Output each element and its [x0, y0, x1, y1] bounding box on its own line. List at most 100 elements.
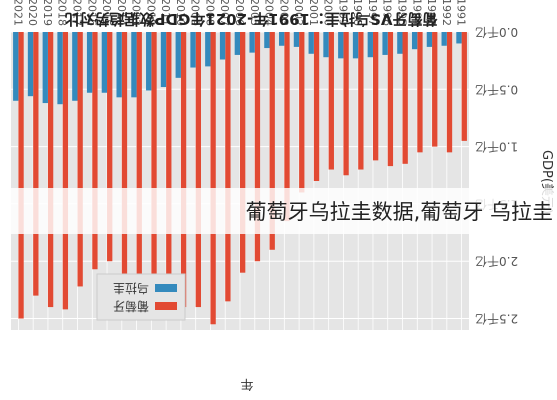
bar-葡萄牙-1993: [432, 32, 438, 147]
bar-乌拉圭-2010: [175, 32, 181, 78]
bar-乌拉圭-1992: [441, 32, 447, 46]
y-tick-label: 2.5千亿: [475, 312, 518, 327]
bar-葡萄牙-2013: [136, 32, 142, 294]
x-tick-label: 2009: [189, 0, 202, 26]
x-tick-label: 2004: [263, 0, 276, 26]
bar-葡萄牙-2016: [92, 32, 98, 270]
x-axis-label: 年: [240, 376, 253, 391]
bar-葡萄牙-2007: [225, 32, 231, 302]
bar-乌拉圭-2004: [264, 32, 270, 49]
bar-乌拉圭-1996: [382, 32, 388, 55]
x-tick-label: 1998: [351, 0, 364, 26]
legend-label: 葡萄牙: [113, 299, 149, 313]
bar-乌拉圭-2018: [57, 32, 63, 105]
bar-葡萄牙-2019: [47, 32, 54, 308]
bar-乌拉圭-2017: [72, 32, 78, 101]
x-tick-label: 2016: [85, 0, 98, 26]
bar-葡萄牙-2010: [180, 32, 187, 308]
x-tick-label: 2000: [322, 0, 335, 26]
bar-葡萄牙-2008: [210, 32, 216, 325]
bar-乌拉圭-2003: [279, 32, 285, 46]
bar-乌拉圭-1994: [411, 32, 418, 50]
bar-葡萄牙-1995: [402, 32, 408, 164]
bar-乌拉圭-2000: [323, 32, 329, 58]
x-tick-label: 2011: [159, 0, 172, 26]
bar-葡萄牙-1994: [417, 32, 423, 153]
x-tick-label: 2020: [26, 0, 39, 26]
x-tick-labels: 1991199219931994199519961997199819992000…: [11, 0, 467, 26]
bar-乌拉圭-2007: [219, 32, 226, 60]
x-tick-label: 2014: [115, 0, 128, 26]
x-tick-label: 2021: [11, 0, 24, 26]
x-tick-label: 1999: [336, 0, 349, 26]
bar-葡萄牙-2015: [107, 32, 113, 262]
x-tick-label: 2001: [307, 0, 320, 26]
bar-葡萄牙-2003: [284, 32, 290, 222]
bar-乌拉圭-2011: [160, 32, 167, 88]
bar-葡萄牙-2021: [18, 32, 24, 319]
bar-乌拉圭-2008: [205, 32, 211, 67]
bar-葡萄牙-2000: [328, 32, 334, 170]
bar-葡萄牙-1997: [372, 32, 379, 161]
y-tick-label: 2.0千亿: [475, 254, 518, 269]
bar-乌拉圭-2012: [146, 32, 152, 91]
bar-乌拉圭-1997: [367, 32, 373, 58]
bar-乌拉圭-1999: [338, 32, 344, 59]
x-tick-label: 2013: [130, 0, 143, 26]
bar-葡萄牙-2017: [77, 32, 83, 287]
bar-乌拉圭-2001: [308, 32, 314, 54]
y-tick-label: 0.5千亿: [475, 82, 518, 97]
bar-乌拉圭-1995: [397, 32, 403, 54]
legend: 葡萄牙乌拉圭: [96, 273, 186, 321]
bars: [13, 32, 467, 325]
bar-葡萄牙-2020: [33, 32, 39, 296]
bar-葡萄牙-2006: [240, 32, 246, 273]
bar-乌拉圭-2021: [13, 32, 19, 101]
x-tick-label: 2018: [56, 0, 69, 26]
bar-葡萄牙-2018: [62, 32, 69, 310]
x-tick-label: 1994: [410, 0, 423, 26]
bar-乌拉圭-1998: [352, 32, 359, 59]
x-tick-label: 1993: [425, 0, 438, 26]
bar-葡萄牙-2012: [151, 32, 157, 285]
chart-title: 葡萄牙VS乌拉圭：1991年-2021年GDP数据趋势对比: [65, 10, 439, 28]
bar-葡萄牙-2005: [254, 32, 261, 262]
bar-乌拉圭-2013: [131, 32, 137, 98]
x-tick-label: 2017: [70, 0, 83, 26]
x-tick-label: 1997: [366, 0, 379, 26]
caption-text: 葡萄牙乌拉圭数据,葡萄牙 乌拉圭: [245, 200, 553, 224]
bar-乌拉圭-2014: [116, 32, 122, 98]
bar-葡萄牙-1998: [358, 32, 364, 170]
bar-葡萄牙-1999: [343, 32, 349, 176]
bar-葡萄牙-1996: [387, 32, 394, 167]
bar-乌拉圭-2016: [86, 32, 93, 93]
bar-葡萄牙-1991: [461, 32, 467, 141]
x-tick-label: 1991: [455, 0, 468, 26]
bar-乌拉圭-2020: [27, 32, 34, 97]
x-tick-label: 2002: [292, 0, 305, 26]
bar-葡萄牙-2009: [195, 32, 201, 308]
bar-乌拉圭-1991: [456, 32, 462, 44]
x-tick-label: 2010: [174, 0, 187, 26]
bar-葡萄牙-2004: [269, 32, 275, 250]
x-tick-label: 2015: [100, 0, 113, 26]
x-tick-label: 1996: [381, 0, 394, 26]
x-tick-label: 1995: [396, 0, 409, 26]
legend-label: 乌拉圭: [113, 281, 149, 296]
bar-葡萄牙-2014: [121, 32, 128, 296]
bar-乌拉圭-2002: [293, 32, 300, 47]
bar-乌拉圭-2005: [249, 32, 255, 53]
x-tick-label: 2008: [203, 0, 216, 26]
bar-乌拉圭-2009: [190, 32, 196, 68]
x-tick-label: 1992: [440, 0, 453, 26]
x-tick-label: 2019: [41, 0, 54, 26]
x-tick-label: 2003: [277, 0, 290, 26]
legend-box: [96, 273, 186, 321]
bar-乌拉圭-1993: [426, 32, 433, 47]
legend-swatch: [155, 302, 177, 310]
bar-葡萄牙-2011: [166, 32, 172, 313]
bar-葡萄牙-1992: [446, 32, 453, 153]
x-tick-label: 2012: [144, 0, 157, 26]
